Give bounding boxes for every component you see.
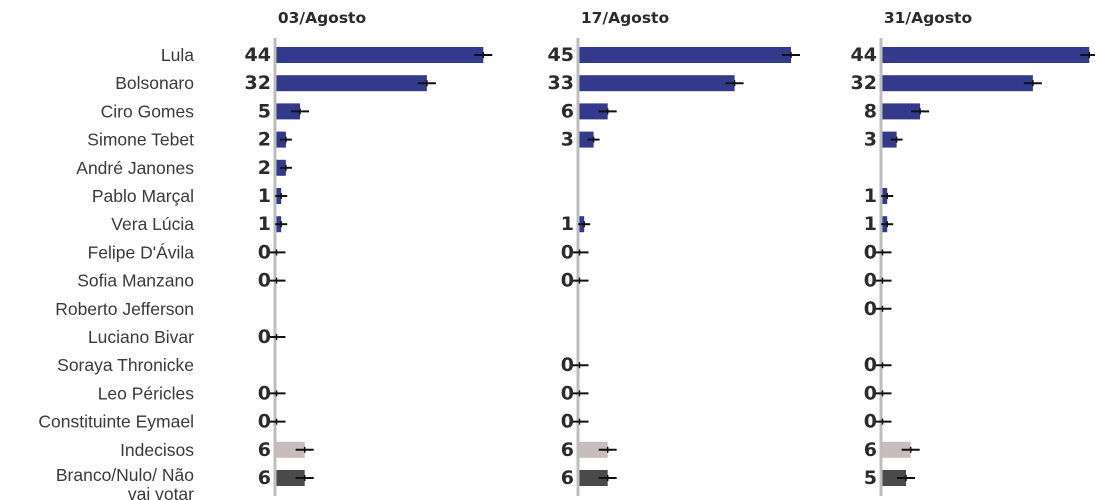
data-label: 6 [864, 439, 877, 461]
data-label: 1 [258, 213, 271, 235]
data-label: 0 [561, 382, 574, 404]
data-label: 1 [864, 213, 877, 235]
bar [579, 441, 608, 458]
data-label: 2 [258, 157, 271, 179]
data-label: 6 [258, 467, 271, 489]
data-label: 0 [561, 270, 574, 292]
data-label: 1 [561, 213, 574, 235]
bar [579, 75, 735, 92]
bar [276, 47, 484, 63]
data-label: 0 [561, 411, 574, 433]
bar [276, 75, 427, 92]
data-label: 32 [851, 72, 877, 94]
candidate-label: Soraya Thronicke [57, 355, 194, 375]
data-label: 0 [561, 241, 574, 263]
bar [882, 75, 1033, 92]
candidate-label: Felipe D'Ávila [88, 242, 195, 262]
panel-title: 17/Agosto [581, 9, 669, 27]
data-label: 0 [258, 326, 271, 348]
data-label: 0 [561, 354, 574, 376]
candidate-label: Leo Péricles [98, 383, 195, 403]
panel-title: 03/Agosto [278, 9, 366, 27]
data-label: 1 [258, 185, 271, 207]
data-label: 0 [258, 411, 271, 433]
data-label: 44 [851, 44, 877, 66]
data-label: 5 [864, 467, 877, 489]
candidate-label: Vera Lúcia [111, 214, 194, 234]
bar [579, 47, 791, 63]
candidate-label: Luciano Bivar [88, 327, 194, 347]
data-label: 32 [245, 72, 271, 94]
data-label: 6 [561, 100, 574, 122]
data-label: 0 [864, 382, 877, 404]
candidate-label: Roberto Jefferson [55, 299, 194, 319]
data-label: 6 [561, 467, 574, 489]
candidate-label-line: vai votar [128, 484, 194, 500]
candidate-label: André Janones [76, 158, 194, 178]
bar [882, 441, 911, 458]
data-label: 44 [245, 44, 271, 66]
data-label: 0 [864, 354, 877, 376]
bar [882, 103, 921, 120]
bar [276, 103, 300, 120]
data-label: 6 [258, 439, 271, 461]
data-label: 6 [561, 439, 574, 461]
candidate-label: Sofia Manzano [77, 271, 194, 291]
data-label: 0 [258, 241, 271, 263]
candidate-label: Pablo Marçal [92, 186, 194, 206]
bar [579, 470, 608, 486]
data-label: 45 [548, 44, 574, 66]
bar [579, 131, 594, 148]
candidate-label: Constituinte Eymael [38, 412, 194, 432]
bar [882, 470, 906, 486]
candidate-label-line: Branco/Nulo/ Não [56, 465, 194, 485]
candidate-label: Bolsonaro [115, 73, 194, 93]
candidate-label: Ciro Gomes [101, 101, 195, 121]
data-label: 8 [864, 100, 877, 122]
candidate-label: Simone Tebet [87, 130, 194, 150]
data-label: 3 [864, 129, 877, 151]
data-label: 0 [258, 270, 271, 292]
data-label: 0 [258, 382, 271, 404]
data-label: 5 [258, 100, 271, 122]
data-label: 0 [864, 241, 877, 263]
data-label: 0 [864, 411, 877, 433]
data-label: 0 [864, 298, 877, 320]
candidate-label: Indecisos [120, 440, 194, 460]
bar [882, 47, 1090, 63]
candidate-label: Lula [161, 45, 194, 65]
data-label: 3 [561, 129, 574, 151]
data-label: 33 [548, 72, 574, 94]
data-label: 0 [864, 270, 877, 292]
data-label: 2 [258, 129, 271, 151]
bar [579, 103, 608, 120]
data-label: 1 [864, 185, 877, 207]
candidate-label: Branco/Nulo/ Não vai votar [56, 465, 194, 500]
bar [276, 470, 305, 486]
bar [276, 441, 305, 458]
bar [882, 131, 897, 148]
panel-title: 31/Agosto [884, 9, 972, 27]
